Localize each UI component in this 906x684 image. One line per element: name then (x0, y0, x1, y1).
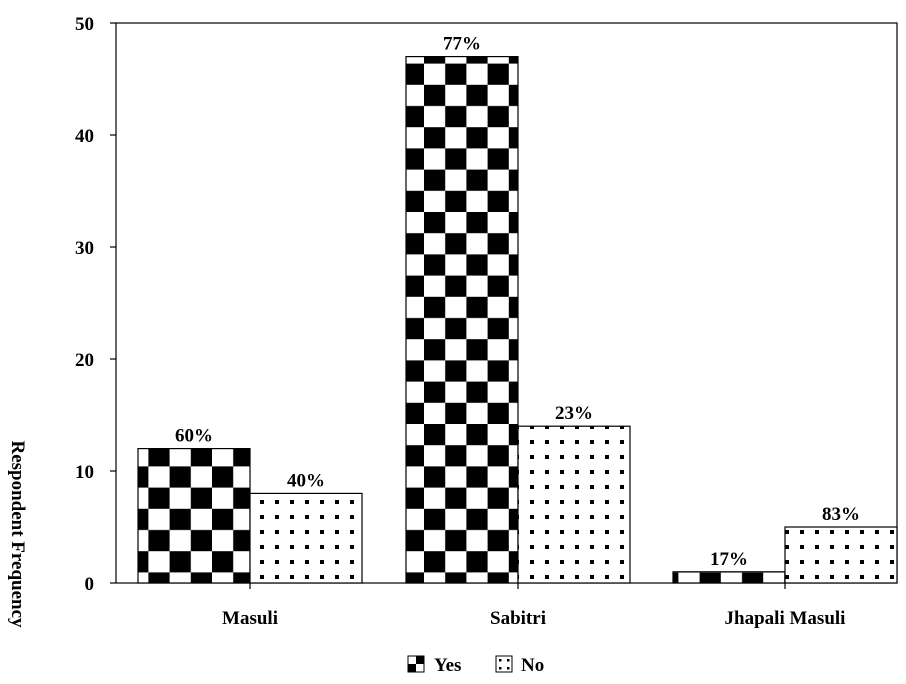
data-label-yes-jhapali-masuli: 17% (710, 549, 748, 570)
y-tick-label: 50 (75, 14, 94, 35)
legend-swatch-yes (407, 655, 425, 673)
data-label-no-masuli: 40% (287, 470, 325, 491)
y-tick-label: 0 (85, 574, 95, 595)
legend: Yes No (407, 655, 544, 676)
y-tick-label: 30 (75, 238, 94, 259)
data-label-no-sabitri: 23% (555, 403, 593, 424)
legend-label-no: No (521, 655, 544, 676)
x-tick-label: Sabitri (490, 608, 546, 629)
bar-no-jhapali-masuli (784, 526, 898, 584)
bar-yes-sabitri (405, 55, 519, 584)
data-label-no-jhapali-masuli: 83% (822, 504, 860, 525)
y-axis-label: Respondent Frequency (7, 440, 28, 628)
x-tick-label: Jhapali Masuli (725, 608, 846, 629)
x-tick-label: Masuli (222, 608, 278, 629)
data-label-yes-masuli: 60% (175, 426, 213, 447)
bar-yes-jhapali-masuli (672, 571, 786, 584)
y-tick-label: 20 (75, 350, 94, 371)
bar-yes-masuli (137, 448, 251, 584)
y-tick-label: 40 (75, 126, 94, 147)
data-label-yes-sabitri: 77% (443, 34, 481, 55)
plot-area: 0 10 20 30 40 50 60% 40% Masuli 77% 23% Sabitri 17% 8… (75, 14, 898, 629)
y-tick-label: 10 (75, 462, 94, 483)
bar-no-sabitri (517, 425, 631, 584)
legend-label-yes: Yes (434, 655, 461, 676)
legend-swatch-no (495, 655, 513, 673)
bar-no-masuli (249, 492, 363, 584)
